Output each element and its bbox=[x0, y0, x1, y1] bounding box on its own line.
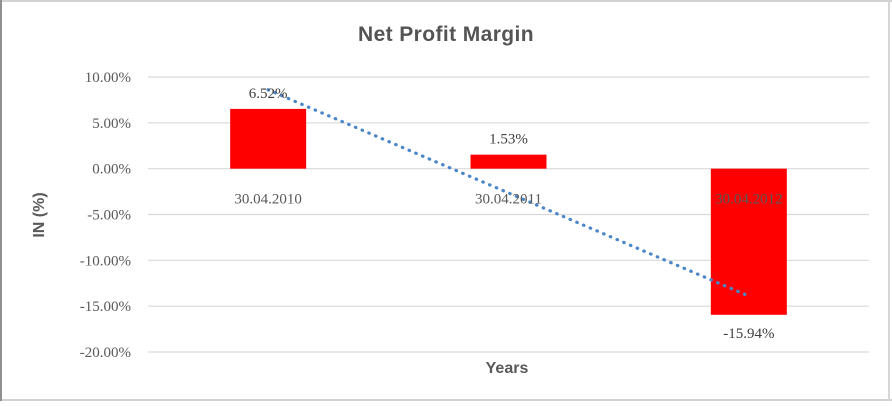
y-tick-label: -15.00% bbox=[80, 299, 131, 315]
x-category-label: 30.04.2010 bbox=[234, 192, 302, 208]
screenshot-border-left bbox=[0, 0, 2, 401]
x-category-label: 30.04.2011 bbox=[475, 192, 542, 208]
screenshot-border-bottom bbox=[0, 399, 892, 401]
x-category-label: 30.04.2012 bbox=[715, 192, 783, 208]
y-tick-label: 0.00% bbox=[92, 162, 131, 178]
bar-30.04.2012 bbox=[710, 168, 787, 315]
y-tick-label: -10.00% bbox=[80, 253, 131, 269]
data-label: 6.52% bbox=[249, 86, 288, 102]
y-tick-label: 5.00% bbox=[92, 116, 131, 132]
data-label: 1.53% bbox=[489, 132, 528, 148]
y-tick-label: 10.00% bbox=[85, 70, 131, 86]
trendline bbox=[266, 88, 751, 298]
screenshot-border-right bbox=[888, 0, 890, 401]
bar-30.04.2011 bbox=[470, 154, 547, 169]
y-tick-label: -5.00% bbox=[87, 208, 131, 224]
data-label: -15.94% bbox=[723, 326, 774, 342]
y-tick-label: -20.00% bbox=[80, 345, 131, 361]
bar-30.04.2010 bbox=[230, 108, 307, 169]
screenshot-border-top bbox=[0, 0, 892, 2]
x-axis-title: Years bbox=[485, 360, 529, 377]
chart-title: Net Profit Margin bbox=[358, 23, 534, 46]
